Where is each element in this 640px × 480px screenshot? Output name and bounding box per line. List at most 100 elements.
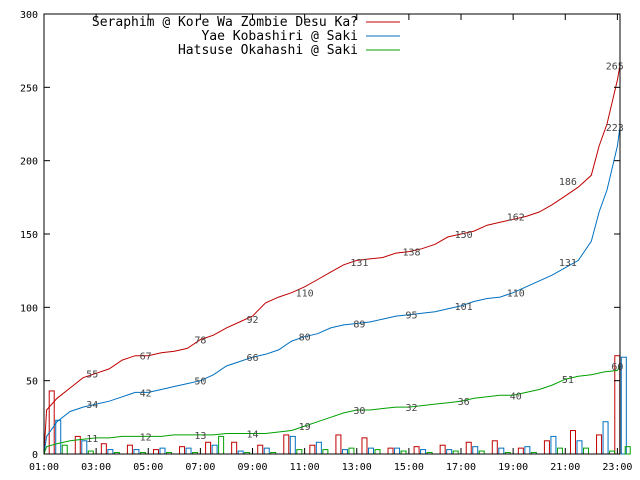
point-label: 89 bbox=[353, 319, 365, 330]
point-label: 92 bbox=[246, 315, 258, 326]
point-label: 42 bbox=[140, 388, 152, 399]
point-label: 50 bbox=[194, 377, 206, 388]
y-tick-label: 200 bbox=[20, 157, 38, 168]
point-label: 40 bbox=[510, 391, 522, 402]
x-tick-label: 11:00 bbox=[290, 462, 320, 473]
point-label: 12 bbox=[140, 432, 152, 443]
series-bar bbox=[231, 441, 238, 455]
series-bar bbox=[152, 449, 159, 455]
series-bar bbox=[322, 449, 329, 455]
series-bar bbox=[309, 444, 316, 455]
x-tick-label: 17:00 bbox=[446, 462, 476, 473]
series-line bbox=[43, 365, 621, 455]
series-bar bbox=[289, 435, 296, 455]
x-tick-label: 05:00 bbox=[133, 462, 163, 473]
point-label: 265 bbox=[606, 61, 624, 72]
point-label: 110 bbox=[296, 289, 314, 300]
series-line bbox=[43, 126, 621, 455]
series-bar bbox=[283, 434, 290, 455]
point-label: 186 bbox=[559, 177, 577, 188]
series-bar bbox=[596, 434, 603, 455]
series-bar bbox=[179, 446, 186, 455]
series-bar bbox=[133, 449, 140, 455]
data-labels: 55 67 78 92 110 131 138 150 162 186 265 34 42 50 66 80 8… bbox=[86, 61, 624, 445]
point-label: 131 bbox=[559, 258, 577, 269]
point-label: 162 bbox=[507, 212, 525, 223]
series-bar bbox=[185, 447, 192, 455]
y-tick-label: 150 bbox=[20, 230, 38, 241]
series-bar bbox=[205, 441, 212, 455]
series-bar bbox=[620, 356, 627, 455]
series-bar bbox=[517, 447, 524, 455]
point-label: 51 bbox=[562, 375, 574, 386]
series-bar bbox=[413, 446, 420, 455]
point-label: 30 bbox=[353, 406, 365, 417]
x-tick-label: 23:00 bbox=[602, 462, 632, 473]
series-bar bbox=[367, 447, 374, 455]
point-label: 55 bbox=[86, 369, 98, 380]
cumulative-lines bbox=[43, 65, 621, 455]
series-bar bbox=[159, 447, 166, 455]
series-bar bbox=[524, 446, 531, 455]
series-bar bbox=[341, 449, 348, 455]
point-label: 14 bbox=[246, 429, 258, 440]
series-bar bbox=[55, 419, 62, 455]
series-bar bbox=[569, 430, 576, 455]
legend-entry-label: Seraphim @ Kore Wa Zombie Desu Ka? bbox=[92, 15, 358, 30]
x-tick-label: 07:00 bbox=[185, 462, 215, 473]
series-bar bbox=[543, 440, 550, 455]
point-label: 131 bbox=[350, 258, 368, 269]
x-tick-label: 21:00 bbox=[550, 462, 580, 473]
point-label: 150 bbox=[455, 230, 473, 241]
series-bar bbox=[387, 447, 394, 455]
series-bar bbox=[361, 437, 368, 455]
x-tick-label: 09:00 bbox=[237, 462, 267, 473]
series-bar bbox=[491, 440, 498, 455]
y-tick-label: 50 bbox=[26, 377, 38, 388]
legend-entry-label: Yae Kobashiri @ Saki bbox=[201, 29, 358, 44]
series-bar bbox=[211, 444, 218, 455]
point-label: 13 bbox=[194, 431, 206, 442]
point-label: 78 bbox=[194, 336, 206, 347]
plot-frame bbox=[43, 13, 621, 455]
x-tick-label: 03:00 bbox=[81, 462, 111, 473]
series-bar bbox=[296, 449, 303, 455]
y-tick-label: 0 bbox=[32, 450, 38, 461]
series-bar bbox=[420, 449, 427, 455]
series-bar bbox=[583, 447, 590, 455]
point-label: 36 bbox=[458, 397, 470, 408]
point-label: 138 bbox=[402, 248, 420, 259]
point-label: 32 bbox=[405, 403, 417, 414]
series-bar bbox=[263, 447, 270, 455]
series-bar bbox=[348, 447, 355, 455]
series-bar bbox=[624, 446, 631, 455]
x-tick-label: 01:00 bbox=[29, 462, 59, 473]
point-label: 34 bbox=[86, 400, 98, 411]
series-bar bbox=[335, 434, 342, 455]
x-tick-label: 13:00 bbox=[342, 462, 372, 473]
point-label: 60 bbox=[611, 362, 623, 373]
series-bar bbox=[556, 447, 563, 455]
point-label: 11 bbox=[86, 434, 98, 445]
point-label: 80 bbox=[299, 333, 311, 344]
series-bar bbox=[257, 444, 264, 455]
point-label: 101 bbox=[455, 302, 473, 313]
series-bar bbox=[498, 447, 505, 455]
series-bar bbox=[61, 444, 68, 455]
legend: Seraphim @ Kore Wa Zombie Desu Ka?Yae Ko… bbox=[92, 15, 400, 58]
series-bar bbox=[602, 421, 609, 455]
hourly-bars bbox=[48, 355, 631, 455]
series-bar bbox=[218, 435, 225, 455]
series-line bbox=[43, 65, 621, 455]
x-tick-label: 15:00 bbox=[394, 462, 424, 473]
series-bar bbox=[439, 444, 446, 455]
series-bar bbox=[394, 447, 401, 455]
x-tick-label: 19:00 bbox=[498, 462, 528, 473]
y-tick-label: 250 bbox=[20, 83, 38, 94]
point-label: 223 bbox=[606, 123, 624, 134]
series-bar bbox=[446, 449, 453, 455]
series-bar bbox=[465, 441, 472, 455]
point-label: 19 bbox=[299, 422, 311, 433]
series-bar bbox=[472, 446, 479, 455]
